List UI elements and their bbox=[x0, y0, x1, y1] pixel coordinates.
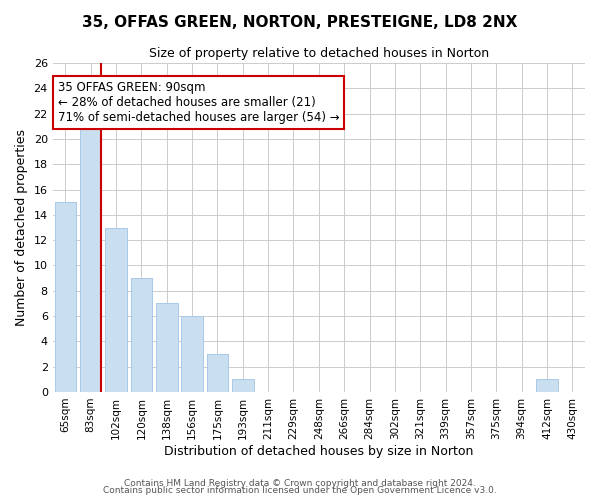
Y-axis label: Number of detached properties: Number of detached properties bbox=[15, 129, 28, 326]
Bar bbox=[206, 354, 228, 392]
Bar bbox=[232, 380, 254, 392]
Bar bbox=[80, 114, 101, 392]
X-axis label: Distribution of detached houses by size in Norton: Distribution of detached houses by size … bbox=[164, 444, 473, 458]
Bar bbox=[156, 304, 178, 392]
Text: Contains HM Land Registry data © Crown copyright and database right 2024.: Contains HM Land Registry data © Crown c… bbox=[124, 478, 476, 488]
Title: Size of property relative to detached houses in Norton: Size of property relative to detached ho… bbox=[149, 48, 489, 60]
Bar bbox=[105, 228, 127, 392]
Bar bbox=[55, 202, 76, 392]
Bar bbox=[181, 316, 203, 392]
Text: 35 OFFAS GREEN: 90sqm
← 28% of detached houses are smaller (21)
71% of semi-deta: 35 OFFAS GREEN: 90sqm ← 28% of detached … bbox=[58, 81, 340, 124]
Text: Contains public sector information licensed under the Open Government Licence v3: Contains public sector information licen… bbox=[103, 486, 497, 495]
Text: 35, OFFAS GREEN, NORTON, PRESTEIGNE, LD8 2NX: 35, OFFAS GREEN, NORTON, PRESTEIGNE, LD8… bbox=[82, 15, 518, 30]
Bar bbox=[536, 380, 558, 392]
Bar bbox=[131, 278, 152, 392]
